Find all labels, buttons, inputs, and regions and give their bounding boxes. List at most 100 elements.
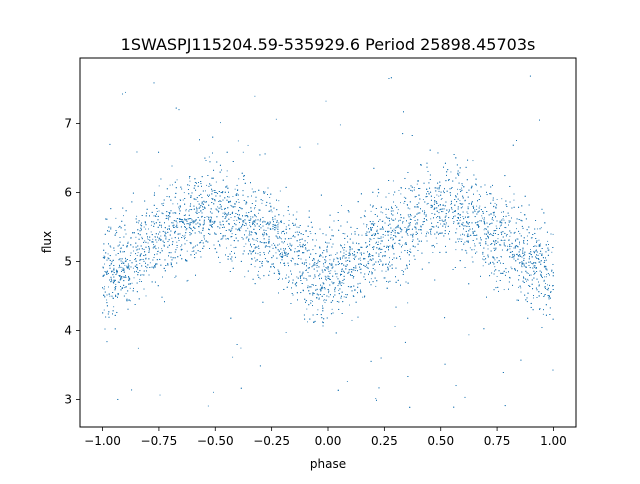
data-point [176, 227, 178, 229]
data-point [172, 184, 173, 186]
data-point [397, 209, 399, 211]
data-point [400, 251, 402, 253]
data-point [346, 381, 348, 382]
data-point [471, 256, 473, 258]
data-point [392, 239, 394, 241]
data-point [113, 269, 115, 271]
data-point [310, 233, 312, 235]
data-point [125, 259, 127, 261]
data-point [496, 276, 498, 277]
data-point [545, 283, 547, 284]
data-point [225, 221, 227, 222]
data-point [185, 229, 187, 231]
data-point [380, 243, 382, 245]
data-point [271, 211, 273, 213]
data-point [530, 237, 532, 239]
data-point [426, 220, 428, 221]
data-point [115, 217, 117, 219]
data-point [536, 228, 538, 230]
data-point [104, 263, 105, 265]
data-point [207, 405, 209, 407]
data-point [545, 276, 547, 278]
data-point [300, 239, 302, 240]
data-point [137, 248, 139, 250]
data-point [257, 253, 259, 255]
data-point [249, 224, 251, 226]
data-point [275, 252, 277, 254]
data-point [478, 242, 480, 244]
data-point [129, 300, 131, 302]
data-point [500, 221, 502, 223]
data-point [391, 219, 393, 221]
data-point [186, 223, 188, 225]
data-point [270, 266, 272, 268]
data-point [455, 249, 457, 251]
data-point [176, 222, 178, 224]
data-point [490, 223, 492, 225]
data-point [502, 218, 504, 220]
data-point [234, 188, 236, 190]
data-point [409, 208, 411, 210]
data-point [299, 242, 301, 243]
data-point [437, 188, 439, 190]
data-point [185, 210, 187, 212]
data-point [442, 211, 444, 213]
data-point [399, 244, 401, 246]
data-point [516, 228, 517, 230]
data-point [527, 279, 529, 281]
data-point [514, 240, 516, 242]
data-point [505, 227, 507, 229]
data-point [141, 274, 143, 276]
data-point [476, 190, 478, 192]
data-point [113, 279, 115, 281]
data-point [360, 268, 362, 270]
data-point [377, 233, 379, 235]
data-point [500, 211, 502, 213]
data-point [158, 185, 160, 187]
data-point [257, 212, 259, 214]
data-point [257, 240, 258, 242]
data-point [117, 294, 119, 296]
data-point [158, 210, 160, 212]
data-point [152, 238, 154, 240]
data-point [479, 205, 481, 207]
data-point [494, 266, 496, 268]
data-point [213, 190, 215, 192]
data-point [262, 200, 264, 202]
data-point [272, 242, 274, 244]
data-point [394, 325, 396, 327]
data-point [473, 249, 475, 251]
data-point [316, 266, 318, 268]
data-point [147, 237, 148, 239]
data-point [286, 274, 287, 276]
data-point [500, 256, 502, 258]
data-point [376, 195, 378, 197]
data-point [460, 217, 461, 218]
data-point [149, 262, 151, 264]
data-point [279, 190, 281, 192]
data-point [330, 270, 332, 272]
data-point [343, 296, 345, 298]
data-point [312, 300, 313, 302]
data-point [245, 212, 247, 214]
data-point [178, 206, 180, 208]
data-point [382, 220, 384, 222]
data-point [392, 180, 394, 182]
data-point [254, 257, 256, 259]
data-point [254, 95, 256, 97]
data-point [214, 232, 216, 234]
data-point [460, 234, 462, 236]
data-point [380, 238, 382, 240]
data-point [394, 242, 396, 244]
data-point [130, 237, 132, 239]
data-point [352, 243, 354, 244]
data-point [515, 245, 517, 247]
data-point [213, 220, 215, 222]
data-point [133, 250, 135, 252]
data-point [436, 217, 437, 219]
data-point [340, 283, 341, 285]
data-point [533, 265, 535, 267]
data-point [345, 250, 347, 252]
data-point [169, 184, 171, 186]
data-point [328, 276, 330, 278]
